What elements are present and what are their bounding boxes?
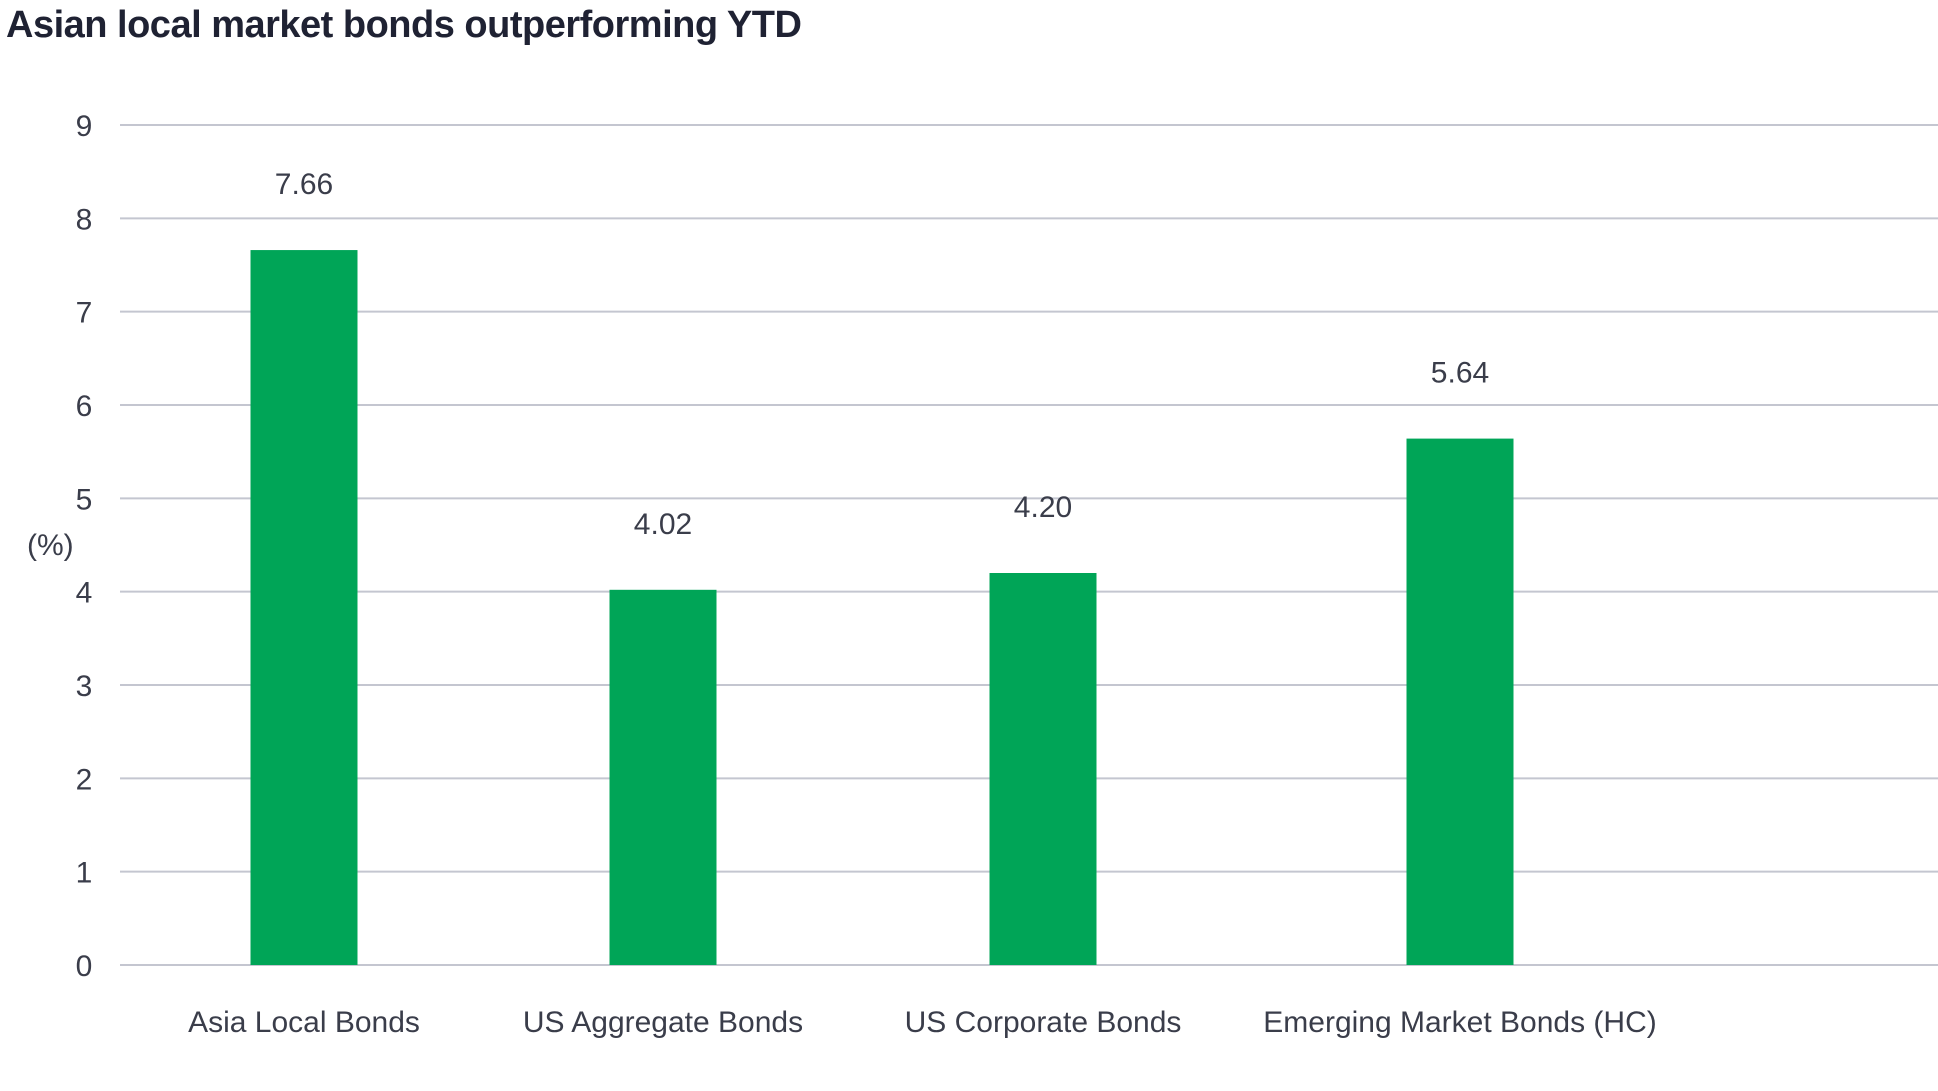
data-label: 4.20 — [1014, 491, 1072, 524]
x-category-label: US Corporate Bonds — [905, 1006, 1182, 1039]
data-label: 7.66 — [275, 168, 333, 201]
y-tick-label: 4 — [76, 577, 93, 610]
bar — [609, 589, 717, 965]
x-category-label: US Aggregate Bonds — [523, 1006, 803, 1039]
chart-title: Asian local market bonds outperforming Y… — [6, 4, 802, 46]
x-category-label: Asia Local Bonds — [188, 1006, 420, 1039]
y-tick-label: 7 — [76, 297, 93, 330]
y-tick-label: 6 — [76, 390, 93, 423]
bar — [250, 250, 358, 966]
data-label: 5.64 — [1431, 357, 1489, 390]
bar — [989, 573, 1097, 965]
x-category-label: Emerging Market Bonds (HC) — [1263, 1006, 1656, 1039]
y-tick-label: 5 — [76, 483, 93, 516]
y-tick-label: 8 — [76, 203, 93, 236]
y-tick-label: 2 — [76, 763, 93, 796]
y-tick-label: 9 — [76, 110, 93, 143]
y-tick-label: 3 — [76, 670, 93, 703]
bar — [1406, 438, 1514, 966]
y-tick-label: 0 — [76, 950, 93, 983]
data-label: 4.02 — [634, 508, 692, 541]
y-tick-label: 1 — [76, 857, 93, 890]
y-axis-label: (%) — [27, 529, 74, 562]
